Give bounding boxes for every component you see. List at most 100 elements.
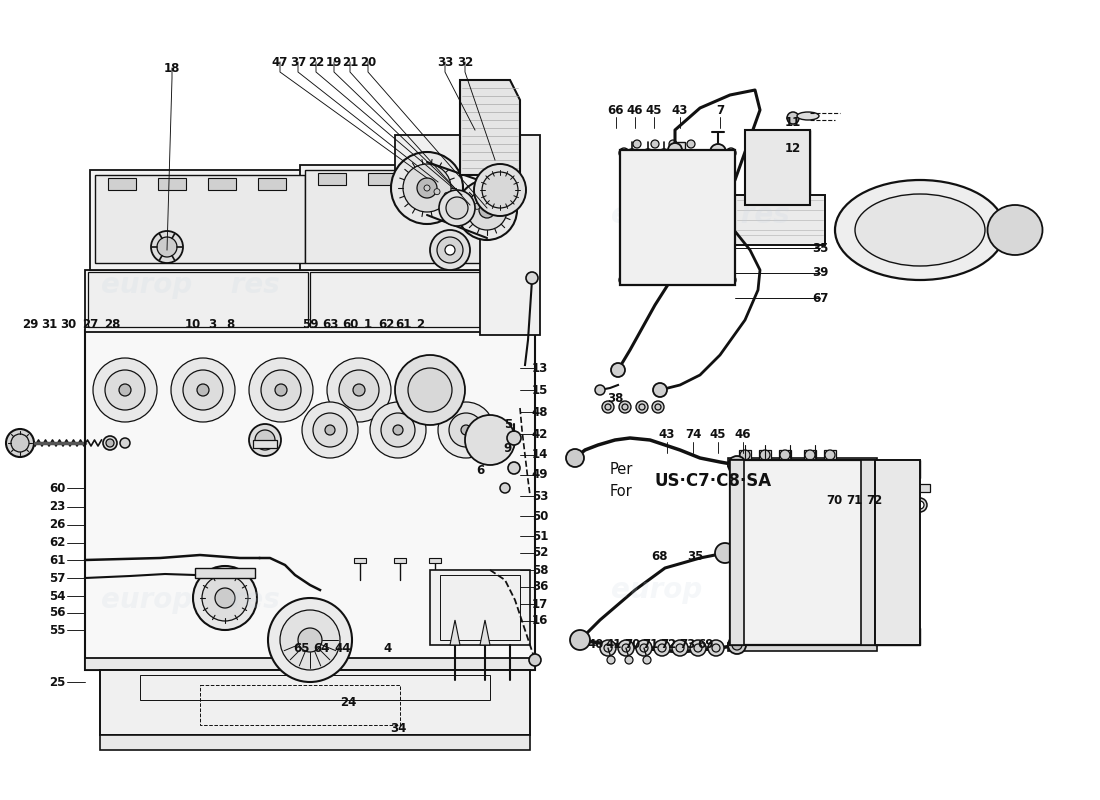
Circle shape bbox=[214, 588, 235, 608]
Circle shape bbox=[395, 355, 465, 425]
Bar bbox=[686, 150, 696, 162]
Bar bbox=[745, 130, 810, 205]
Text: 17: 17 bbox=[532, 598, 548, 610]
Circle shape bbox=[610, 363, 625, 377]
Text: europ    res: europ res bbox=[100, 586, 279, 614]
Text: For: For bbox=[610, 485, 632, 499]
Text: 50: 50 bbox=[531, 510, 548, 522]
Text: 52: 52 bbox=[531, 546, 548, 559]
Circle shape bbox=[474, 203, 480, 210]
Circle shape bbox=[255, 430, 275, 450]
Circle shape bbox=[780, 450, 790, 460]
Circle shape bbox=[249, 358, 313, 422]
Polygon shape bbox=[480, 620, 490, 645]
Circle shape bbox=[710, 144, 726, 160]
Circle shape bbox=[651, 140, 659, 148]
Circle shape bbox=[632, 140, 641, 148]
Bar bbox=[895, 484, 915, 492]
Bar bbox=[675, 142, 685, 156]
Bar bbox=[354, 558, 366, 563]
Circle shape bbox=[894, 577, 900, 583]
Text: 43: 43 bbox=[672, 103, 689, 117]
Circle shape bbox=[104, 370, 145, 410]
Text: 37: 37 bbox=[290, 55, 306, 69]
Text: 16: 16 bbox=[531, 614, 548, 627]
Bar bbox=[208, 178, 236, 190]
Text: 73: 73 bbox=[679, 638, 695, 651]
Ellipse shape bbox=[855, 194, 984, 266]
Text: europ    res: europ res bbox=[100, 271, 279, 299]
Bar bbox=[468, 173, 496, 185]
Bar bbox=[440, 575, 520, 640]
Bar bbox=[728, 643, 877, 651]
Circle shape bbox=[668, 143, 682, 157]
Circle shape bbox=[339, 370, 380, 410]
Circle shape bbox=[673, 148, 688, 162]
Circle shape bbox=[644, 656, 651, 664]
Circle shape bbox=[626, 149, 638, 161]
Bar bbox=[874, 460, 920, 478]
Text: 40: 40 bbox=[587, 638, 604, 651]
Circle shape bbox=[408, 368, 452, 412]
Circle shape bbox=[500, 483, 510, 493]
Circle shape bbox=[249, 424, 280, 456]
Circle shape bbox=[786, 112, 799, 124]
Circle shape bbox=[526, 272, 538, 284]
Text: 47: 47 bbox=[272, 55, 288, 69]
Circle shape bbox=[446, 197, 468, 219]
Bar bbox=[394, 558, 406, 563]
Bar bbox=[874, 460, 920, 645]
Bar bbox=[85, 330, 535, 670]
Text: 19: 19 bbox=[326, 55, 342, 69]
Circle shape bbox=[353, 384, 365, 396]
Circle shape bbox=[658, 644, 666, 652]
Circle shape bbox=[642, 149, 654, 161]
Circle shape bbox=[434, 189, 440, 194]
Bar bbox=[910, 484, 930, 492]
Circle shape bbox=[825, 450, 835, 460]
Text: 35: 35 bbox=[812, 242, 828, 254]
Text: 60: 60 bbox=[342, 318, 359, 331]
Text: 64: 64 bbox=[314, 642, 330, 654]
Bar bbox=[108, 178, 136, 190]
Circle shape bbox=[437, 237, 463, 263]
Circle shape bbox=[151, 231, 183, 263]
Text: 45: 45 bbox=[646, 103, 662, 117]
Circle shape bbox=[625, 656, 632, 664]
Text: 9: 9 bbox=[504, 442, 513, 454]
Text: 10: 10 bbox=[185, 318, 201, 331]
Circle shape bbox=[157, 237, 177, 257]
Text: 71: 71 bbox=[642, 638, 658, 651]
Text: 62: 62 bbox=[377, 318, 394, 331]
Circle shape bbox=[454, 196, 460, 202]
Circle shape bbox=[726, 148, 736, 158]
Circle shape bbox=[639, 404, 645, 410]
Circle shape bbox=[676, 644, 684, 652]
Text: 59: 59 bbox=[301, 318, 318, 331]
Text: 14: 14 bbox=[531, 449, 548, 462]
Text: 60: 60 bbox=[48, 482, 65, 494]
Text: 3: 3 bbox=[208, 318, 216, 331]
Text: 54: 54 bbox=[48, 590, 65, 602]
Circle shape bbox=[605, 404, 610, 410]
Circle shape bbox=[728, 456, 746, 474]
Text: 7: 7 bbox=[716, 103, 724, 117]
Text: 24: 24 bbox=[340, 697, 356, 710]
Text: 65: 65 bbox=[294, 642, 310, 654]
Circle shape bbox=[508, 462, 520, 474]
Circle shape bbox=[898, 498, 912, 512]
Circle shape bbox=[604, 644, 612, 652]
Circle shape bbox=[464, 200, 470, 206]
Text: 67: 67 bbox=[812, 291, 828, 305]
Circle shape bbox=[669, 140, 676, 148]
Bar bbox=[880, 484, 900, 492]
Circle shape bbox=[94, 358, 157, 422]
Text: 33: 33 bbox=[437, 55, 453, 69]
Text: 56: 56 bbox=[48, 606, 65, 619]
Circle shape bbox=[403, 164, 451, 212]
Bar bbox=[730, 460, 875, 645]
Bar bbox=[779, 450, 791, 460]
Text: 8: 8 bbox=[226, 318, 234, 331]
Circle shape bbox=[672, 640, 688, 656]
Circle shape bbox=[444, 192, 450, 198]
